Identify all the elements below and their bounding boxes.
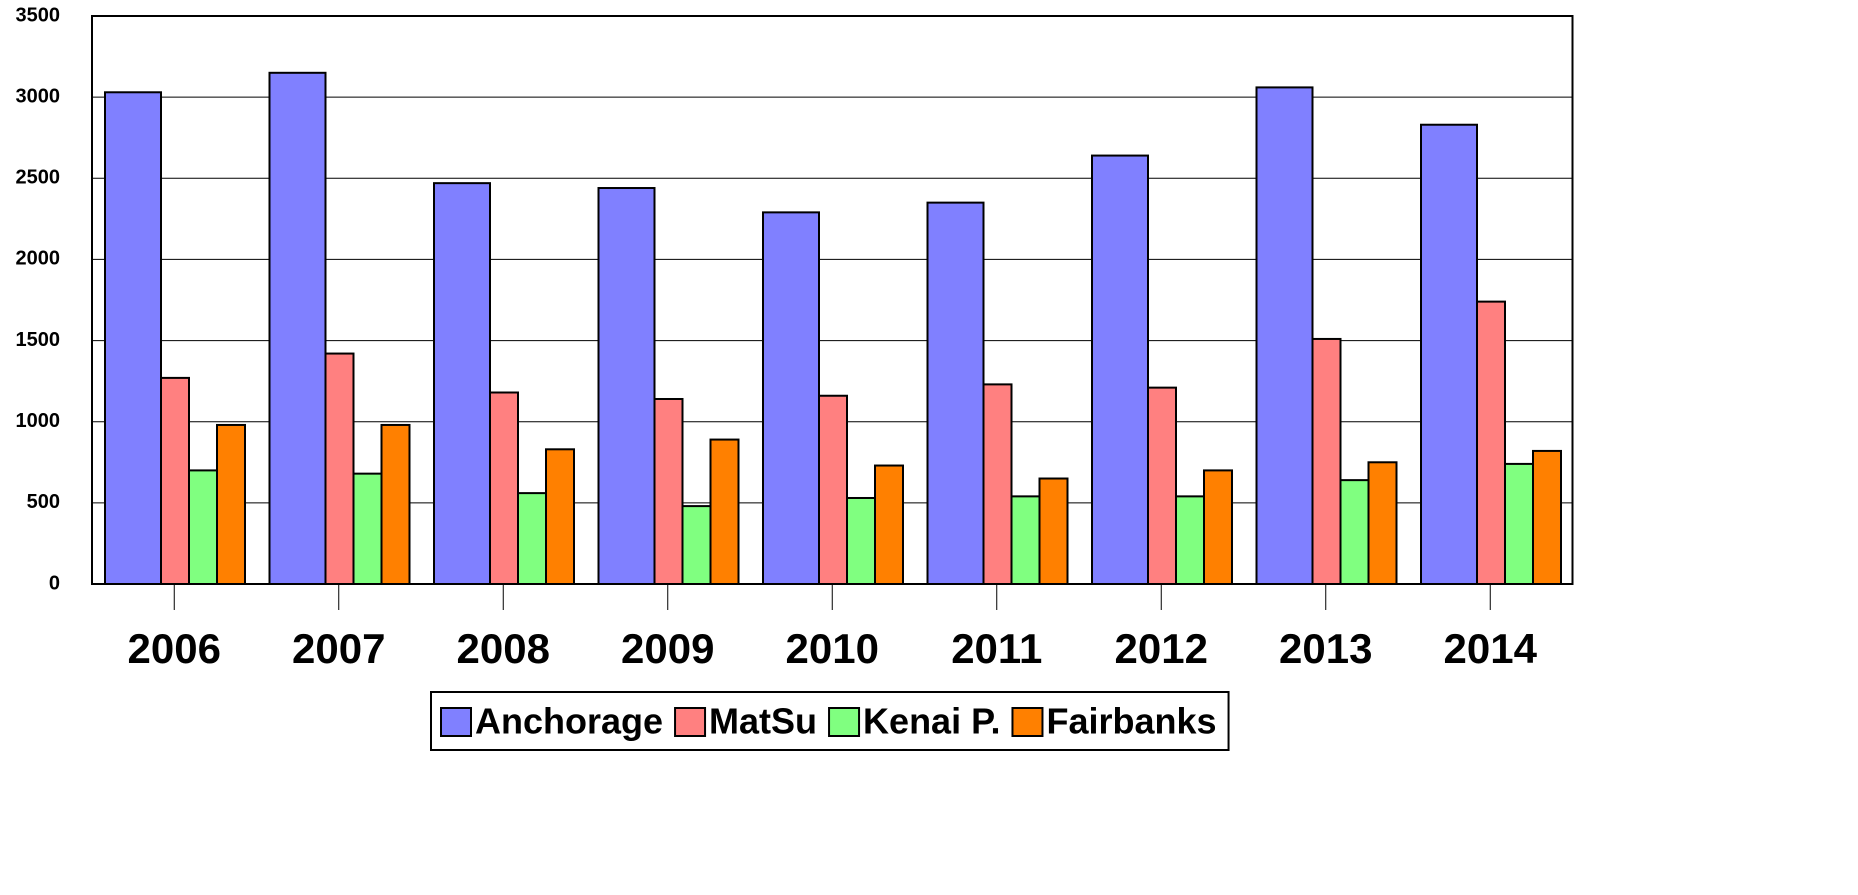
legend-swatch — [440, 707, 472, 737]
bar — [489, 391, 519, 586]
bar — [1339, 479, 1370, 585]
bar — [1203, 469, 1233, 585]
y-tick-label: 3000 — [16, 85, 61, 107]
x-tick-label: 2014 — [1444, 625, 1538, 672]
bar — [1010, 495, 1041, 586]
bar — [1532, 449, 1562, 585]
y-tick-label: 2500 — [16, 167, 61, 189]
bar — [380, 423, 411, 585]
bar — [681, 505, 712, 585]
plot-frame — [91, 15, 1574, 585]
x-tick-label: 2013 — [1279, 625, 1372, 672]
legend-swatch — [828, 707, 861, 737]
bar — [762, 211, 820, 585]
x-tick-label: 2007 — [292, 625, 385, 672]
legend-swatch — [1011, 707, 1044, 737]
legend-label: Fairbanks — [1046, 701, 1216, 742]
bar — [818, 394, 848, 585]
bar — [1038, 477, 1069, 585]
bar — [1420, 123, 1478, 586]
bar — [160, 376, 190, 586]
bar — [433, 182, 491, 585]
bar — [1255, 86, 1314, 586]
bar — [1175, 495, 1205, 586]
bar — [188, 469, 218, 585]
y-tick-label: 500 — [27, 491, 60, 513]
bar — [982, 383, 1013, 586]
bar — [1091, 154, 1149, 586]
bar — [268, 71, 327, 586]
y-tick-label: 0 — [49, 572, 60, 594]
bar — [517, 492, 547, 585]
bar — [1147, 386, 1177, 585]
bar — [926, 201, 985, 585]
bar — [653, 397, 684, 585]
x-tick-label: 2008 — [457, 625, 550, 672]
y-tick-label: 2000 — [16, 248, 61, 270]
x-tick-label: 2006 — [128, 625, 221, 672]
bar — [104, 91, 162, 585]
bar — [1476, 300, 1506, 585]
x-tick-label: 2009 — [621, 625, 714, 672]
x-tick-label: 2012 — [1115, 625, 1208, 672]
legend-swatch — [674, 707, 707, 737]
legend-label: MatSu — [709, 701, 817, 742]
x-tick-label: 2011 — [951, 625, 1042, 672]
bar — [1367, 461, 1398, 585]
bar — [545, 448, 575, 585]
legend-label: Kenai P. — [863, 701, 1000, 742]
y-tick-label: 1500 — [16, 329, 61, 351]
bar — [1504, 462, 1534, 585]
bar — [709, 438, 740, 585]
bar — [1311, 337, 1342, 585]
bar — [597, 187, 656, 585]
bar — [324, 352, 355, 585]
x-tick-label: 2010 — [786, 625, 879, 672]
y-tick-label: 1000 — [16, 410, 61, 432]
bar — [846, 496, 876, 586]
y-tick-label: 3500 — [16, 4, 61, 26]
bar — [352, 472, 383, 586]
bar — [874, 464, 904, 586]
bar — [216, 423, 246, 585]
legend-label: Anchorage — [475, 701, 663, 742]
